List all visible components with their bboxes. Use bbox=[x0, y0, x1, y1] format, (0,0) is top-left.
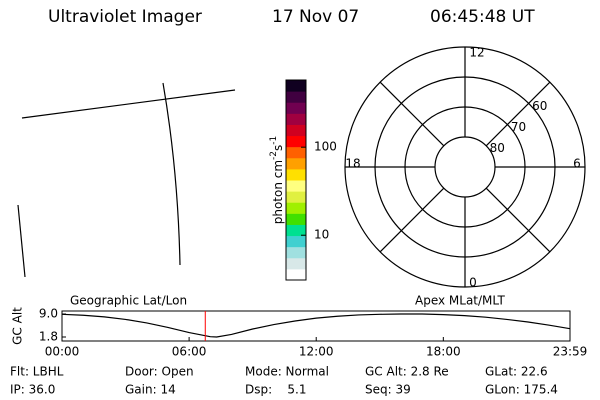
mlt-label: 6 bbox=[573, 157, 581, 171]
time: 06:45:48 UT bbox=[430, 7, 535, 27]
colorbar-cell bbox=[286, 168, 306, 181]
colorbar-cell bbox=[286, 113, 306, 125]
colorbar-cell bbox=[286, 91, 306, 103]
ring-label: 70 bbox=[511, 120, 526, 134]
status-field: Dsp: 5.1 bbox=[245, 383, 307, 397]
colorbar-cell bbox=[286, 268, 306, 281]
date: 17 Nov 07 bbox=[272, 7, 359, 27]
status-field: Gain: 14 bbox=[125, 383, 176, 397]
status-field: GC Alt: 2.8 Re bbox=[365, 365, 449, 379]
grid-line bbox=[162, 82, 181, 266]
x-tick-label: 00:00 bbox=[45, 345, 80, 359]
colorbar-tick-label: 10 bbox=[314, 228, 329, 242]
mlt-label: 18 bbox=[345, 157, 360, 171]
panel-title: Apex MLat/MLT bbox=[415, 294, 505, 308]
colorbar-cell bbox=[286, 102, 306, 114]
x-tick-label: 18:00 bbox=[426, 345, 461, 359]
status-field: Flt: LBHL bbox=[10, 365, 64, 379]
colorbar-label: photon cm-2s-1 bbox=[269, 136, 285, 225]
status-field: Door: Open bbox=[125, 365, 194, 379]
ring-label: 60 bbox=[532, 99, 547, 113]
status-field: Mode: Normal bbox=[245, 365, 329, 379]
y-axis-label: GC Alt bbox=[11, 307, 25, 345]
mlt-label: 0 bbox=[469, 276, 477, 290]
title: Ultraviolet Imager bbox=[48, 7, 202, 27]
colorbar-cell bbox=[286, 257, 306, 270]
polar-ring bbox=[434, 136, 496, 198]
y-tick-label: 1.8 bbox=[39, 330, 58, 344]
grid-line bbox=[17, 204, 26, 278]
map-lines bbox=[17, 82, 236, 278]
colorbar-cell bbox=[286, 80, 306, 92]
colorbar-cell bbox=[286, 146, 306, 159]
x-tick-label: 06:00 bbox=[172, 345, 207, 359]
polar-spoke bbox=[379, 81, 445, 147]
x-tick-label: 12:00 bbox=[299, 345, 334, 359]
grid-line bbox=[21, 89, 236, 119]
panel-title: Geographic Lat/Lon bbox=[70, 294, 187, 308]
status-field: Seq: 39 bbox=[365, 383, 411, 397]
panel-frame bbox=[61, 310, 571, 342]
colorbar-cell bbox=[286, 246, 306, 259]
x-tick-label: 23:59 bbox=[553, 345, 588, 359]
status-field: GLat: 22.6 bbox=[485, 365, 548, 379]
polar-spoke bbox=[485, 187, 551, 253]
colorbar-cell bbox=[286, 191, 306, 203]
colorbar-cell bbox=[286, 202, 306, 214]
colorbar-cell bbox=[286, 180, 306, 192]
status-field: GLon: 175.4 bbox=[485, 383, 558, 397]
altitude-line bbox=[61, 313, 571, 338]
colorbar-cell bbox=[286, 124, 306, 137]
colorbar-cell bbox=[286, 235, 306, 248]
polar-spoke bbox=[485, 81, 551, 147]
colorbar-cell bbox=[286, 157, 306, 170]
polar-spoke bbox=[379, 187, 445, 253]
ring-label: 80 bbox=[490, 141, 505, 155]
colorbar-cell bbox=[286, 224, 306, 237]
colorbar-frame bbox=[285, 79, 307, 281]
colorbar-cell bbox=[286, 213, 306, 225]
colorbar-tick-label: 100 bbox=[314, 140, 337, 154]
status-field: IP: 36.0 bbox=[10, 383, 55, 397]
colorbar-cell bbox=[286, 135, 306, 148]
y-tick-label: 9.0 bbox=[39, 307, 58, 321]
mlt-label: 12 bbox=[469, 46, 484, 60]
